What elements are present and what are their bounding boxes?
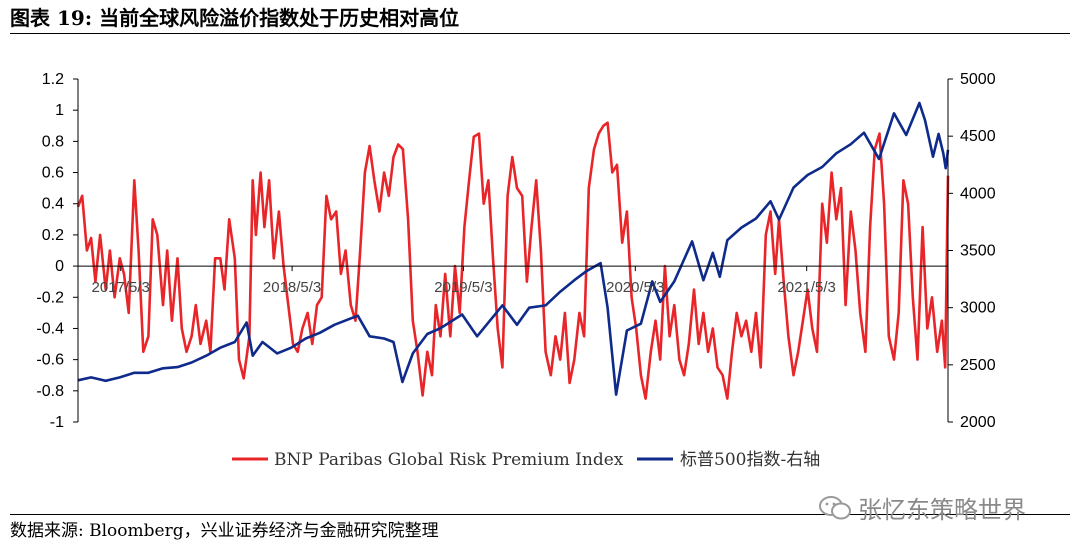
left-tick-label: 1 — [55, 102, 64, 119]
left-tick-label: 1.2 — [42, 71, 64, 88]
left-tick-label: -0.8 — [36, 383, 64, 400]
source-note: 数据来源: Bloomberg，兴业证券经济与金融研究院整理 — [10, 521, 439, 541]
right-tick-label: 2000 — [960, 414, 996, 431]
left-tick-label: 0.8 — [42, 133, 64, 150]
figure-title: 图表 19: 当前全球风险溢价指数处于历史相对高位 — [10, 6, 460, 30]
x-tick-label: 2019/5/3 — [434, 279, 492, 296]
watermark-text: 张忆东策略世界 — [858, 496, 1026, 524]
footer-divider — [10, 514, 1070, 515]
wechat-icon — [819, 495, 851, 519]
left-tick-label: -0.6 — [36, 352, 64, 369]
left-tick-label: -0.2 — [36, 289, 64, 306]
legend-label-sp500: 标普500指数-右轴 — [680, 450, 820, 470]
x-tick-label: 2018/5/3 — [263, 279, 321, 296]
watermark: 张忆东策略世界 — [818, 490, 1026, 525]
right-tick-label: 4500 — [960, 128, 996, 145]
right-tick-label: 3500 — [960, 243, 996, 260]
right-tick-label: 5000 — [960, 71, 996, 88]
right-tick-label: 2500 — [960, 357, 996, 374]
title-divider — [10, 33, 1070, 34]
left-tick-label: 0.2 — [42, 227, 64, 244]
left-tick-label: 0 — [55, 258, 64, 275]
right-tick-label: 4000 — [960, 185, 996, 202]
left-tick-label: 0.4 — [42, 196, 64, 213]
x-tick-label: 2017/5/3 — [92, 279, 150, 296]
left-tick-label: -1 — [50, 414, 64, 431]
series-line-sp500 — [77, 101, 950, 396]
left-tick-label: 0.6 — [42, 165, 64, 182]
x-tick-label: 2020/5/3 — [606, 279, 664, 296]
series-line-risk-premium — [76, 121, 950, 400]
left-tick-label: -0.4 — [36, 320, 64, 337]
legend-label-risk-premium: BNP Paribas Global Risk Premium Index — [274, 450, 624, 470]
right-tick-label: 3000 — [960, 300, 996, 317]
x-tick-label: 2021/5/3 — [777, 279, 835, 296]
